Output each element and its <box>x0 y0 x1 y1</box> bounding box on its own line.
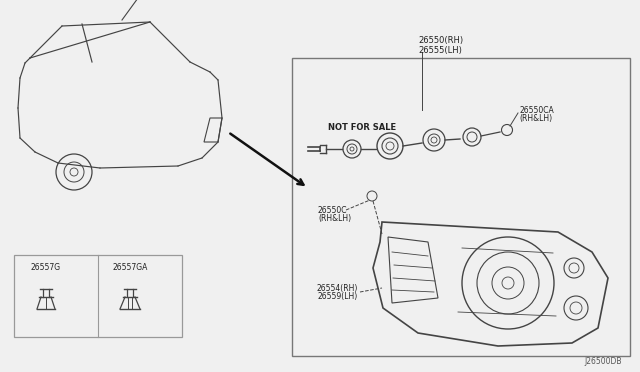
Text: 26557G: 26557G <box>31 263 61 273</box>
Bar <box>14 255 182 337</box>
Text: 26550(RH): 26550(RH) <box>418 35 463 45</box>
Text: NOT FOR SALE: NOT FOR SALE <box>328 122 396 131</box>
Text: 26550CA: 26550CA <box>519 106 554 115</box>
Text: 26559(LH): 26559(LH) <box>317 292 358 301</box>
Text: (RH&LH): (RH&LH) <box>318 214 351 222</box>
Text: 26554(RH): 26554(RH) <box>317 283 358 292</box>
Bar <box>292 58 630 356</box>
Text: 26557GA: 26557GA <box>112 263 148 273</box>
Text: 26550C: 26550C <box>318 205 348 215</box>
Text: 26555(LH): 26555(LH) <box>418 45 462 55</box>
Text: (RH&LH): (RH&LH) <box>519 113 552 122</box>
Text: J26500DB: J26500DB <box>584 357 622 366</box>
